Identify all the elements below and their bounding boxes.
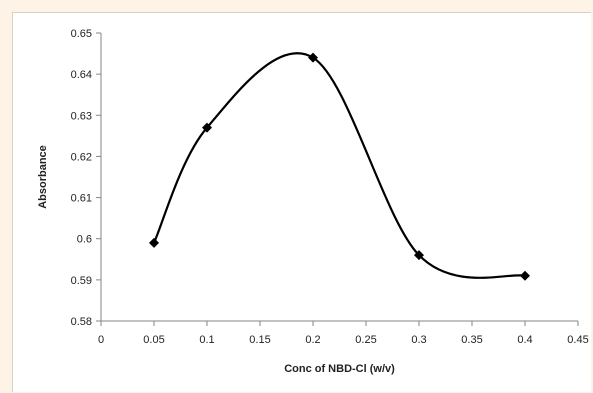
data-point-marker — [149, 237, 159, 248]
y-tick-label: 0.61 — [71, 193, 92, 205]
data-point-marker — [520, 270, 530, 281]
y-tick-label: 0.65 — [71, 28, 92, 40]
chart: 0.58 0.59 0.6 0.61 0.62 0.63 0.64 0.65 0 0.05 0.1 0… — [37, 28, 589, 375]
y-tick-label: 0.6 — [77, 234, 92, 246]
x-tick-label: 0.35 — [461, 334, 482, 346]
x-tick-label: 0.3 — [411, 334, 426, 346]
data-point-marker — [308, 52, 318, 63]
axes — [96, 32, 579, 326]
x-axis-title: Conc of NBD-Cl (w/v) — [284, 363, 395, 375]
x-tick-label: 0 — [98, 334, 104, 346]
x-tick-label: 0.15 — [249, 334, 270, 346]
y-tick-label: 0.64 — [71, 69, 92, 81]
y-tick-label: 0.62 — [71, 151, 92, 163]
x-tick-label: 0.2 — [305, 334, 320, 346]
y-tick-label: 0.63 — [71, 110, 92, 122]
x-tick-label: 0.45 — [567, 334, 588, 346]
x-tick-label: 0.05 — [143, 334, 164, 346]
chart-frame: 0.58 0.59 0.6 0.61 0.62 0.63 0.64 0.65 0 0.05 0.1 0… — [12, 12, 591, 392]
y-axis-title: Absorbance — [37, 145, 49, 209]
y-tick-label: 0.58 — [71, 316, 92, 328]
x-tick-label: 0.1 — [199, 334, 214, 346]
x-tick-label: 0.25 — [355, 334, 376, 346]
data-point-marker — [414, 250, 424, 261]
series-line — [153, 52, 526, 279]
series — [149, 52, 530, 281]
tick-labels: 0.58 0.59 0.6 0.61 0.62 0.63 0.64 0.65 0 0.05 0.1 0… — [71, 28, 589, 346]
x-tick-label: 0.4 — [517, 334, 532, 346]
y-tick-label: 0.59 — [71, 275, 92, 287]
data-point-marker — [202, 122, 212, 133]
